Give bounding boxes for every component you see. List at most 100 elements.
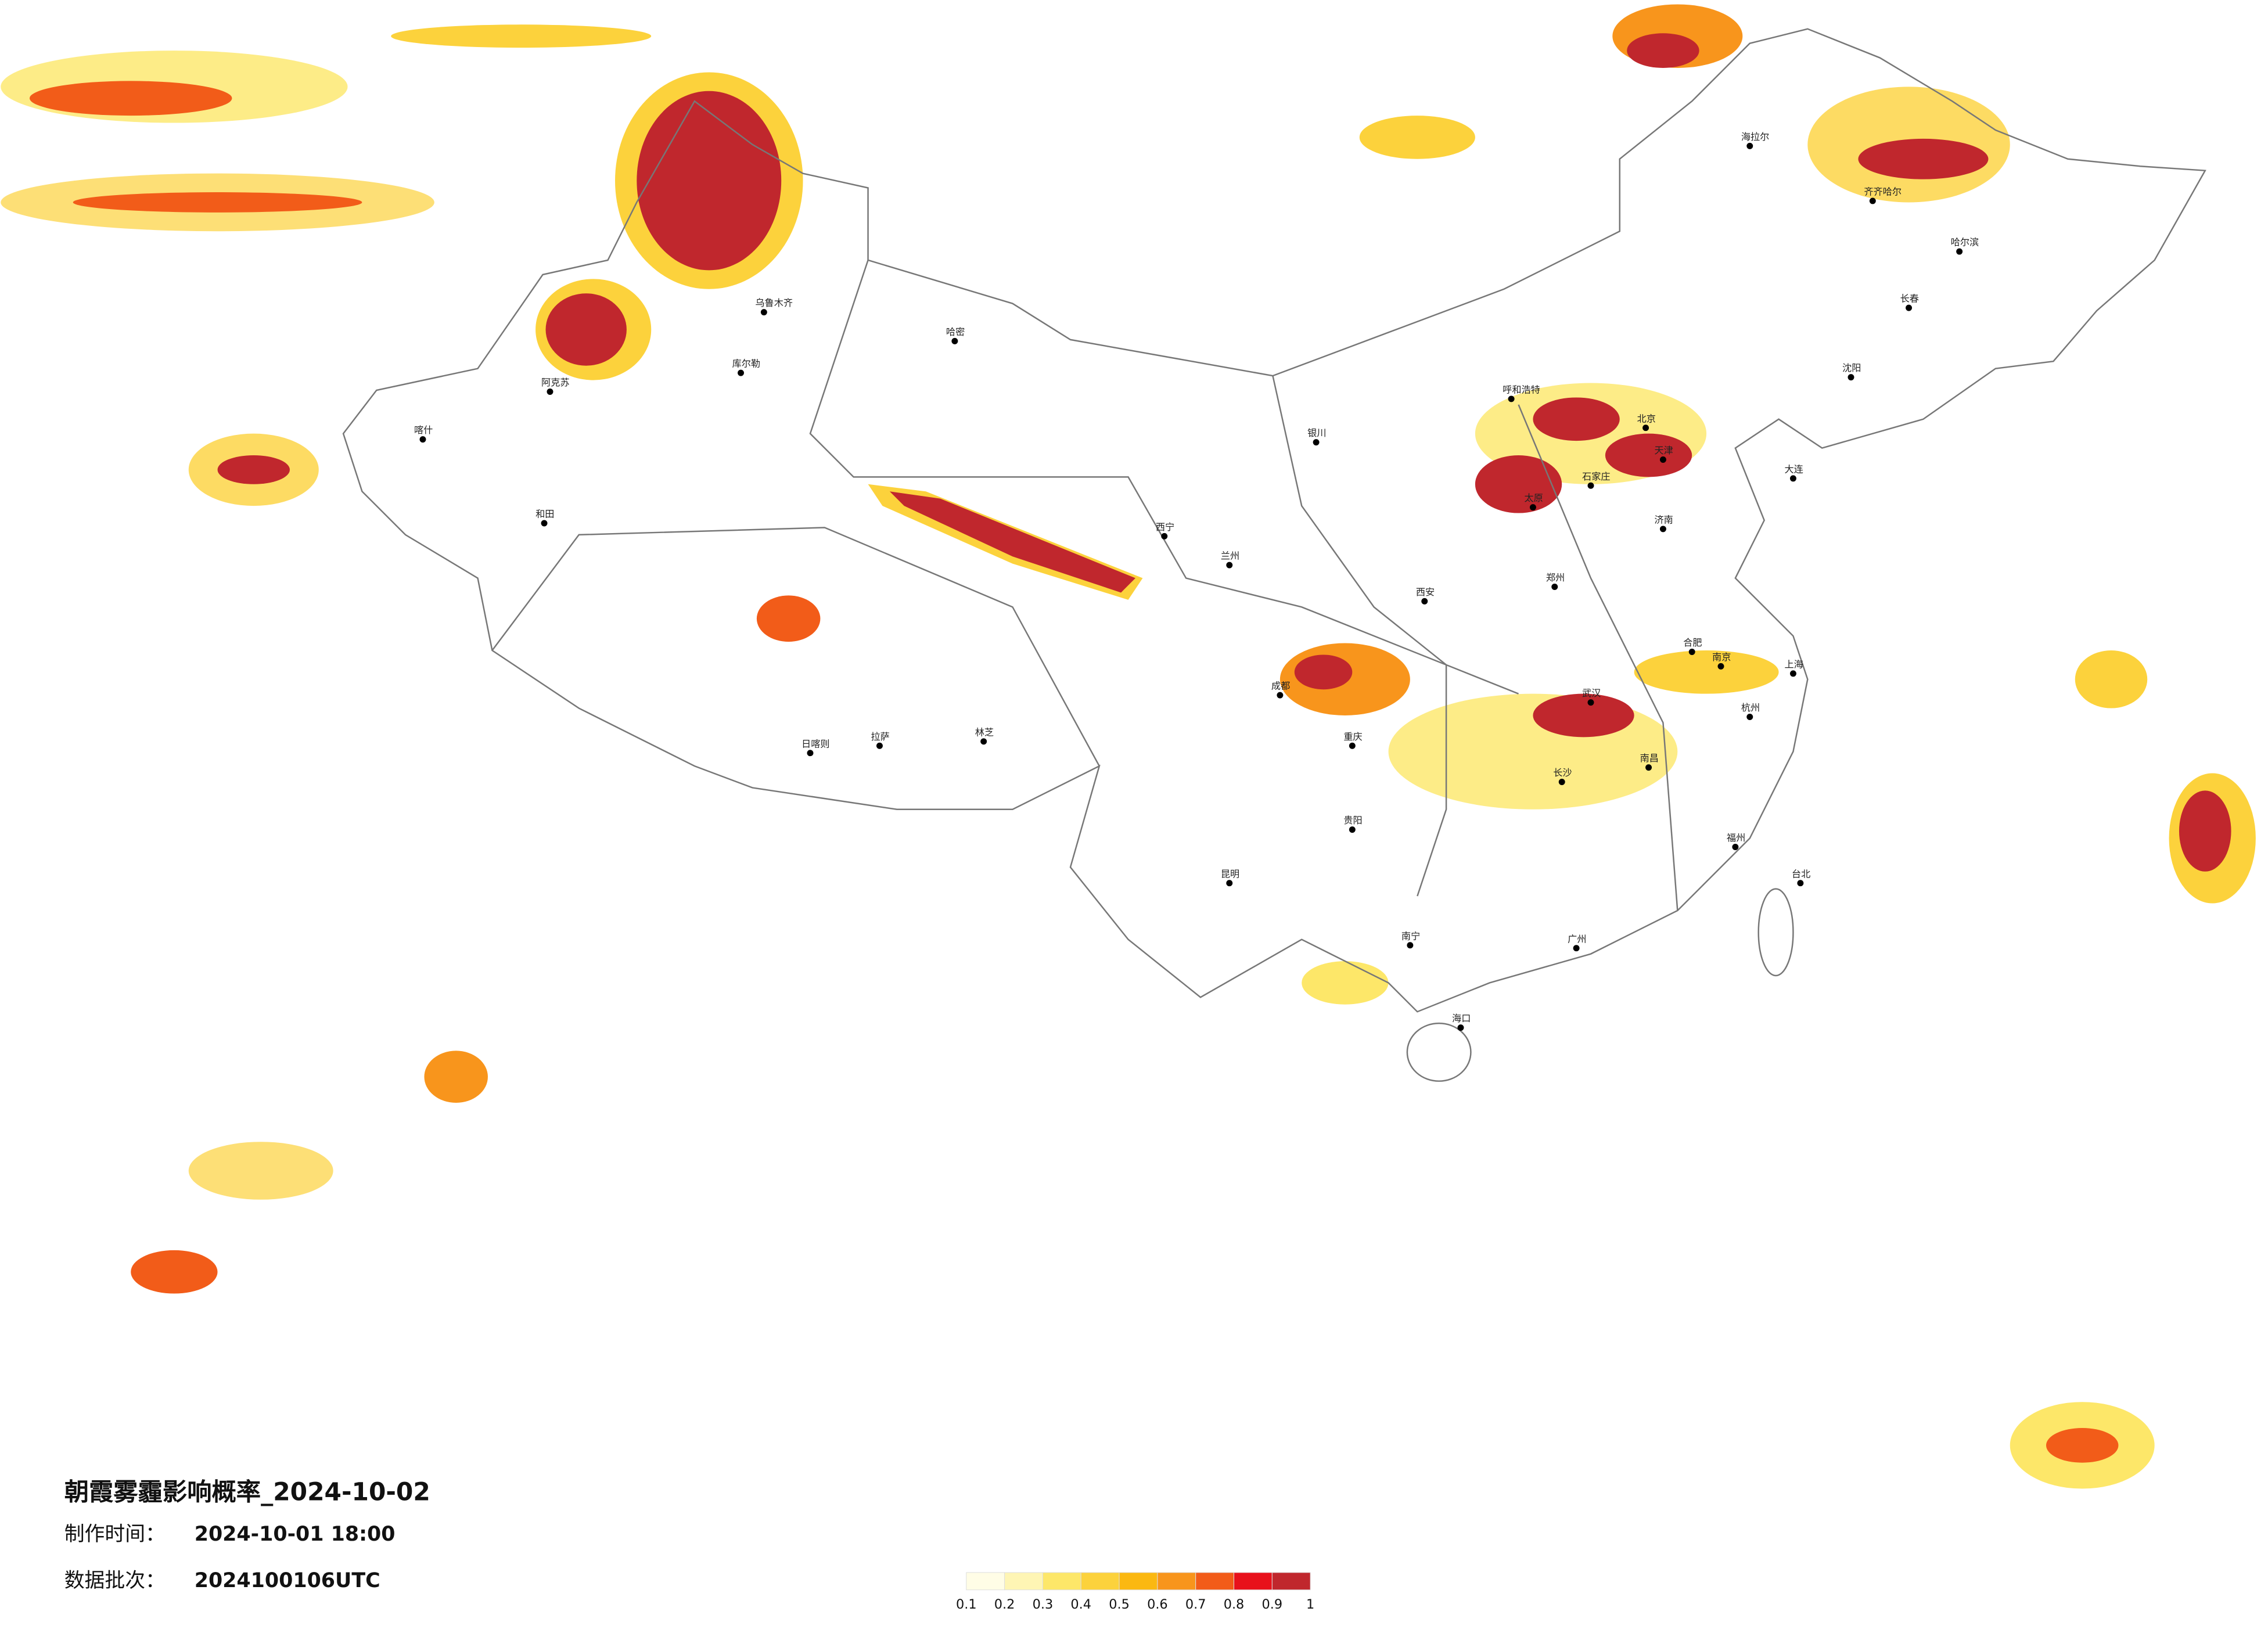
city-dot [1869, 197, 1876, 204]
city-dot [1587, 699, 1594, 706]
city-label: 北京 [1637, 413, 1656, 424]
city-dot [1407, 942, 1414, 949]
haze-field [1, 4, 2256, 1489]
legend-swatch [1271, 1572, 1311, 1591]
city-dot [1659, 456, 1666, 463]
batch-label: 数据批次： [64, 1569, 166, 1592]
city-label: 哈尔滨 [1951, 237, 1979, 248]
city-label: 太原 [1525, 492, 1543, 503]
city-dot [1529, 504, 1536, 511]
city-label: 天津 [1655, 445, 1673, 456]
city-label: 石家庄 [1582, 471, 1610, 482]
legend-tick-label: 0.8 [1224, 1597, 1245, 1612]
legend-tick-label: 0.3 [1033, 1597, 1054, 1612]
city-label: 郑州 [1546, 572, 1565, 583]
city-dot [1573, 945, 1580, 952]
batch: 2024100106UTC [195, 1569, 380, 1592]
city-dot [1789, 475, 1796, 482]
city-dot [1508, 395, 1515, 402]
city-label: 西宁 [1156, 521, 1174, 533]
borders [342, 28, 2206, 1082]
city-dot [807, 750, 814, 757]
city-label: 成都 [1271, 681, 1290, 692]
city-dot [1848, 374, 1854, 381]
city-label: 呼和浩特 [1503, 384, 1540, 395]
city-label: 南京 [1712, 652, 1731, 663]
city-label: 喀什 [414, 425, 433, 436]
city-dot [980, 738, 987, 745]
city-dot [1956, 248, 1963, 255]
city-label: 阿克苏 [541, 377, 569, 388]
city-label: 武汉 [1582, 688, 1601, 699]
city-label: 哈密 [946, 326, 965, 337]
legend-swatch [1004, 1572, 1043, 1591]
city-dot [1659, 526, 1666, 533]
legend-swatch [1042, 1572, 1081, 1591]
city-dot [1226, 562, 1233, 569]
legend-tick-label: 0.1 [956, 1597, 977, 1612]
city-dot [547, 388, 553, 395]
city-dot [1746, 142, 1753, 149]
legend-tick-label: 0.4 [1070, 1597, 1091, 1612]
city-dot [1277, 692, 1284, 699]
title: 朝霞雾霾影响概率_2024-10-02 [64, 1477, 430, 1506]
city-label: 重庆 [1343, 731, 1362, 742]
legend-tick-label: 0.6 [1147, 1597, 1168, 1612]
city-label: 银川 [1307, 427, 1326, 438]
city-dot [951, 337, 958, 344]
city-label: 贵阳 [1343, 815, 1362, 826]
city-label: 齐齐哈尔 [1864, 186, 1902, 197]
city-dot [876, 742, 883, 749]
city-dot [1732, 844, 1739, 850]
city-label: 南宁 [1401, 930, 1420, 941]
city-label: 广州 [1568, 933, 1586, 944]
made-time: 2024-10-01 18:00 [195, 1523, 396, 1546]
city-dot [1161, 533, 1168, 539]
city-dot [1717, 663, 1724, 670]
city-dot [541, 520, 548, 527]
legend-tick-label: 0.7 [1185, 1597, 1206, 1612]
city-dot [1349, 826, 1356, 833]
legend-swatch [1157, 1572, 1196, 1591]
city-label: 台北 [1792, 868, 1810, 879]
city-label: 昆明 [1221, 868, 1239, 879]
legend-tick-label: 1 [1306, 1597, 1314, 1612]
city-label: 海口 [1452, 1013, 1471, 1024]
city-dot [1688, 649, 1695, 655]
city-dot [1587, 482, 1594, 489]
legend-tick-label: 0.9 [1262, 1597, 1283, 1612]
legend-swatch [1119, 1572, 1158, 1591]
city-dot [1313, 439, 1320, 446]
city-label: 海拉尔 [1741, 131, 1769, 142]
city-label: 乌鲁木齐 [755, 297, 793, 308]
made-time-label: 制作时间： [64, 1523, 166, 1546]
legend-swatch [1234, 1572, 1273, 1591]
city-label: 和田 [535, 509, 554, 520]
city-label: 林芝 [975, 726, 994, 738]
city-dot [1642, 425, 1649, 431]
city-label: 杭州 [1741, 702, 1760, 713]
city-dot [1349, 742, 1356, 749]
city-dot [760, 309, 767, 316]
city-label: 兰州 [1221, 551, 1239, 562]
city-dot [1421, 598, 1428, 605]
city-label: 日喀则 [801, 738, 829, 749]
city-dot [1906, 304, 1913, 311]
city-label: 福州 [1727, 832, 1745, 843]
legend-tick-label: 0.5 [1109, 1597, 1130, 1612]
city-label: 西安 [1416, 587, 1435, 598]
city-label: 南昌 [1640, 753, 1659, 764]
city-label: 沈阳 [1842, 362, 1861, 373]
city-dot [419, 436, 426, 443]
city-dot [1746, 714, 1753, 720]
city-dot [738, 369, 744, 376]
city-label: 大连 [1785, 463, 1803, 474]
legend-tick-label: 0.2 [994, 1597, 1015, 1612]
legend-swatch [1195, 1572, 1235, 1591]
city-dot [1226, 880, 1233, 887]
city-label: 长沙 [1553, 767, 1572, 778]
city-dot [1797, 880, 1804, 887]
city-label: 拉萨 [871, 731, 890, 742]
